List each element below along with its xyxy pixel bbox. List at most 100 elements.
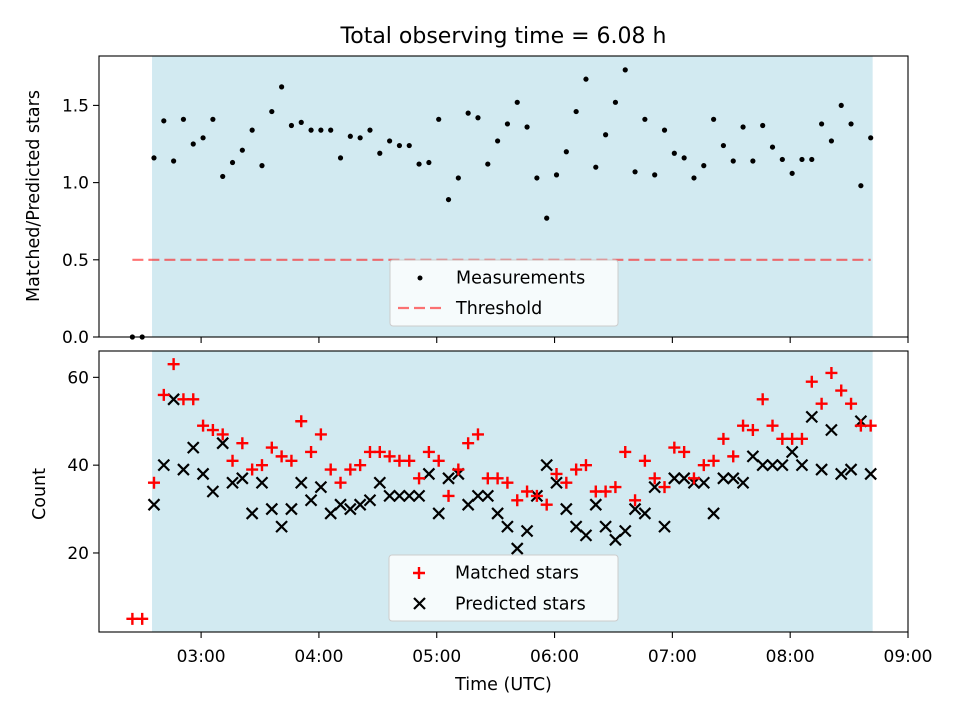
- measurement-point: [553, 172, 560, 178]
- predicted-stars-marker: [412, 489, 426, 503]
- measurement-point: [760, 122, 766, 129]
- count-y-tick-label: 40: [67, 456, 89, 476]
- measurement-point: [308, 127, 314, 133]
- matched-stars-marker: [413, 472, 426, 485]
- predicted-stars-marker: [589, 498, 603, 511]
- measurement-point: [779, 156, 785, 163]
- predicted-stars-marker: [334, 498, 347, 511]
- measurement-point: [416, 161, 422, 167]
- predicted-stars-marker: [157, 458, 171, 472]
- matched-stars-marker: [136, 612, 149, 625]
- ratio-panel: 0.0 0.5 1.0 1.5 Matched/Predicted stars Mea…: [24, 55, 909, 348]
- predicted-stars-marker: [255, 476, 269, 489]
- predicted-stars-marker: [501, 520, 514, 533]
- legend-marker-predicted: [413, 597, 426, 610]
- measurement-point: [387, 138, 393, 144]
- predicted-stars-marker: [540, 458, 553, 472]
- count-x-tick-label: 04:00: [294, 647, 343, 667]
- measurement-point: [229, 159, 236, 166]
- matched-stars-marker: [619, 445, 632, 458]
- matched-stars-marker: [707, 454, 720, 467]
- measurement-point: [161, 118, 167, 124]
- measurement-point: [848, 121, 854, 127]
- legend-label-threshold: Threshold: [455, 299, 542, 319]
- matched-stars-marker: [334, 476, 347, 489]
- matched-stars-marker: [727, 450, 740, 463]
- count-panel: 20 40 60 03:00 04:00 05:00 06:00 07:00 08:00 09:…: [30, 350, 933, 695]
- measurement-point: [357, 135, 363, 141]
- predicted-stars-marker: [638, 507, 652, 520]
- matched-stars-marker: [187, 393, 200, 406]
- predicted-stars-marker: [599, 520, 612, 533]
- count-x-tick-label: 07:00: [648, 647, 697, 667]
- measurement-point: [455, 175, 461, 181]
- measurement-point: [730, 158, 736, 164]
- predicted-stars-marker: [609, 533, 622, 547]
- matched-stars-marker: [678, 445, 691, 458]
- matched-stars-marker: [795, 432, 808, 445]
- measurement-point: [269, 108, 275, 115]
- predicted-stars-marker: [186, 441, 200, 454]
- predicted-stars-marker: [206, 485, 220, 498]
- matched-stars-marker: [157, 388, 170, 401]
- measurement-point: [691, 175, 697, 181]
- matched-stars-marker: [491, 472, 504, 485]
- measurement-point: [612, 99, 619, 105]
- matched-stars-marker: [629, 494, 642, 507]
- matched-stars-marker: [354, 459, 367, 472]
- matched-stars-marker: [687, 472, 700, 485]
- predicted-stars-marker: [717, 472, 730, 485]
- count-x-tick-label: 09:00: [884, 647, 933, 667]
- measurement-point: [632, 169, 638, 175]
- matched-stars-marker: [344, 463, 357, 476]
- measurement-point: [426, 159, 432, 166]
- predicted-stars-marker: [471, 489, 485, 503]
- predicted-stars-marker: [304, 494, 318, 507]
- count-axes-frame: [98, 350, 909, 633]
- predicted-stars-marker: [265, 502, 279, 516]
- matched-stars-marker: [206, 424, 219, 437]
- predicted-stars-marker: [373, 476, 387, 489]
- measurement-point: [200, 135, 206, 141]
- predicted-stars-marker: [275, 520, 288, 533]
- ratio-points: [129, 67, 874, 340]
- matched-stars-marker: [835, 384, 848, 397]
- measurement-point: [750, 158, 756, 164]
- count-x-tick-label: 06:00: [530, 647, 579, 667]
- matched-stars-series: [126, 358, 877, 625]
- measurement-point: [210, 116, 216, 122]
- predicted-stars-marker: [697, 476, 711, 489]
- matched-stars-marker: [717, 432, 730, 445]
- predicted-stars-marker: [726, 472, 740, 485]
- matched-stars-marker: [452, 463, 465, 476]
- matched-stars-marker: [511, 494, 524, 507]
- predicted-stars-marker: [245, 507, 259, 520]
- matched-stars-marker: [845, 397, 858, 410]
- matched-stars-marker: [265, 441, 278, 454]
- predicted-stars-marker: [736, 476, 750, 489]
- measurement-point: [828, 138, 835, 144]
- predicted-stars-marker: [216, 436, 229, 450]
- count-legend: Matched stars Predicted stars: [388, 554, 619, 622]
- predicted-stars-marker: [461, 498, 475, 511]
- predicted-stars-marker: [167, 393, 180, 406]
- predicted-stars-marker: [707, 507, 720, 520]
- predicted-stars-marker: [285, 502, 298, 516]
- measurement-point: [583, 76, 589, 82]
- matched-stars-marker: [226, 454, 239, 467]
- legend-marker-matched: [413, 567, 425, 579]
- measurement-point: [288, 122, 295, 129]
- matched-stars-marker: [521, 485, 534, 498]
- matched-stars-marker: [737, 419, 750, 432]
- measurement-point: [190, 141, 196, 147]
- predicted-stars-marker: [314, 480, 328, 494]
- matched-stars-marker: [579, 459, 592, 472]
- matched-stars-marker: [570, 463, 583, 476]
- measurement-point: [396, 142, 403, 149]
- measurement-point: [298, 119, 304, 125]
- matched-stars-marker: [668, 441, 681, 454]
- count-y-tick-label: 60: [67, 368, 89, 388]
- predicted-stars-marker: [795, 458, 809, 472]
- predicted-stars-marker: [805, 410, 819, 424]
- count-y-axis: 20 40 60: [67, 368, 99, 564]
